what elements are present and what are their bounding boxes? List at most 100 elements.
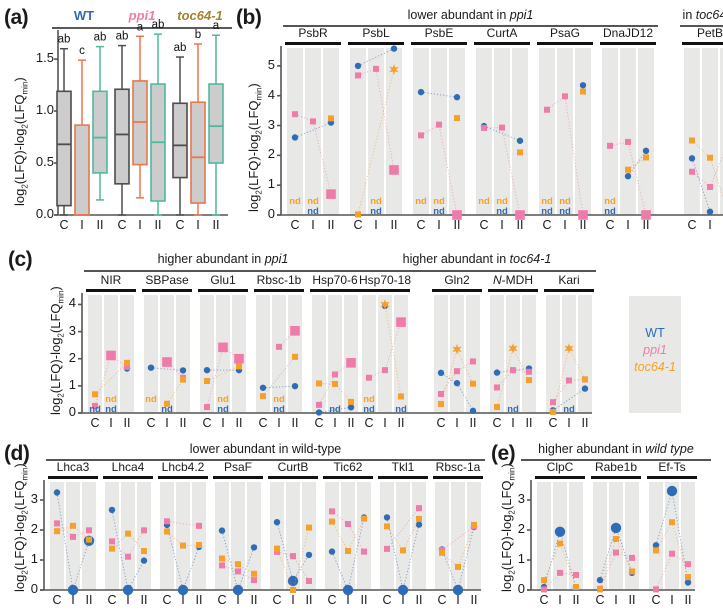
protein-name-Rbsc-1b: Rbsc-1b [256,273,302,287]
marker-toc64 [290,587,296,593]
xtick: II [235,416,243,430]
marker-wt [291,382,299,390]
ytick: 0 [68,404,76,419]
marker-wt [328,548,336,555]
xtick: I [500,218,504,232]
marker-ppi1 [276,343,282,350]
band [476,48,492,215]
panel-b-header-rule-0 [283,25,658,27]
marker-toc64 [292,353,298,360]
band [435,482,449,590]
marker-toc64 [580,88,586,95]
sig-letter: ab [58,34,71,46]
xtick: I [567,416,571,430]
protein-rule [591,476,641,479]
xtick: I [181,593,185,607]
marker-wt [287,575,299,587]
nd-label: nd [415,196,427,207]
protein-rule [254,289,304,292]
xtick: C [605,218,615,232]
protein-name-N-MDH: N-MDH [493,273,533,287]
panel-a-xtick: I [80,218,84,232]
xtick: II [360,593,368,607]
band [467,482,481,590]
band [665,482,679,590]
marker-ppi1 [164,518,170,525]
marker-toc64 [557,540,563,547]
xtick: C [542,218,552,232]
marker-wt [453,379,461,387]
nd-label: nd [478,196,490,207]
marker-toc64 [348,398,354,405]
marker-wt [666,485,678,497]
marker-wt [415,521,423,528]
marker-ppi1 [578,210,588,220]
marker-ppi1 [361,548,367,555]
marker-ppi1 [109,538,115,545]
panel-d-header: lower abundant in wild-type [189,442,342,456]
panel-a-ytick: 0.0 [35,206,54,221]
band [270,482,284,590]
band [341,482,355,590]
band [160,295,174,413]
panel-a-group-2: toc64-1 [177,8,223,23]
nd-label: nd [89,404,101,415]
marker-toc64 [471,521,477,528]
marker-wt [624,173,632,180]
marker-wt [179,367,187,374]
boxplot-5 [150,33,166,216]
panel-a-group-rule-0 [52,27,116,29]
marker-wt [232,584,244,596]
xtick: II [250,593,258,607]
xtick: C [107,593,117,607]
band [378,295,392,413]
connector [368,321,402,379]
panel-d-label: (d) [4,442,30,465]
connector [384,304,402,397]
protein-name-DnaJD12: DnaJD12 [602,26,654,40]
band [160,482,174,590]
marker-wt [453,94,461,101]
legend-box [629,296,681,413]
ytick: 1 [30,551,38,566]
panel-c-header-rule-1 [358,270,596,272]
marker-wt [147,364,155,371]
xtick: I [437,218,441,232]
protein-name-Lhca4: Lhca4 [111,460,145,474]
protein-rule [198,289,248,292]
connector [150,367,184,371]
marker-toc64 [438,401,444,408]
marker-toc64 [332,380,338,387]
marker-ppi1 [438,391,444,398]
connector [276,527,310,592]
marker-toc64 [219,555,225,562]
xtick: II [291,416,299,430]
xtick: I [126,593,130,607]
marker-wt [610,522,622,534]
xtick: II [579,218,587,232]
marker-toc64 [550,408,556,415]
xtick: I [109,416,113,430]
marker-wt [437,369,445,377]
xtick: I [558,593,562,607]
protein-name-Hsp70-6: Hsp70-6 [312,273,358,287]
xtick: C [146,416,156,430]
protein-name-Kari: Kari [558,273,580,287]
connector [357,69,395,215]
panel-c: (c) higher abundant in ppi1 higher abunda… [0,240,723,440]
marker-toc64 [124,359,130,366]
marker-ppi1 [707,183,713,190]
boxplot-6 [172,56,188,216]
marker-ppi1 [234,353,244,364]
xtick: II [179,416,187,430]
connector [262,385,296,389]
marker-ppi1 [607,142,613,149]
marker-toc64 [355,211,361,218]
nd-label: nd [604,206,616,217]
marker-wt [642,147,650,155]
band [602,48,618,215]
marker-ppi1 [346,358,356,368]
band [350,48,366,215]
marker-toc64 [260,393,266,400]
marker-ppi1 [470,358,476,365]
